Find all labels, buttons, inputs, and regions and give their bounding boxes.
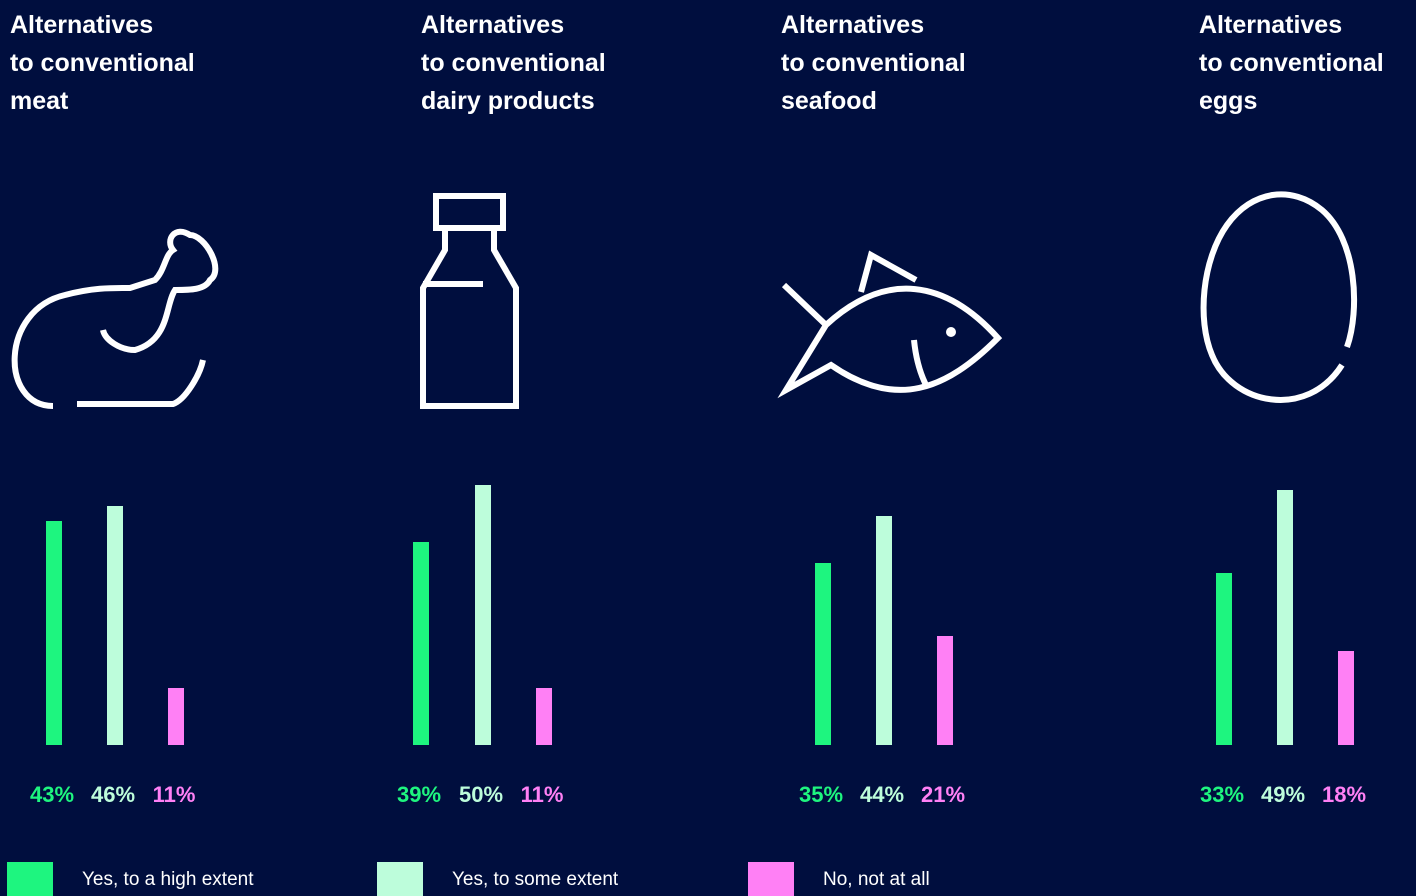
legend-label: Yes, to some extent: [452, 869, 619, 890]
legend-label: No, not at all: [823, 869, 930, 890]
chart-title: Alternatives to conventional meat: [10, 11, 195, 115]
value-label: 33%: [1199, 782, 1245, 807]
fish-icon: [777, 250, 1003, 399]
bar: [46, 521, 62, 745]
bar: [937, 635, 953, 745]
bar: [168, 687, 184, 745]
legend-swatch: [748, 862, 794, 896]
bar: [1338, 651, 1354, 745]
legend-swatch: [7, 862, 53, 896]
legend-label: Yes, to a high extent: [82, 869, 254, 890]
bar: [413, 542, 429, 745]
chart-title: Alternatives to conventional dairy produ…: [421, 11, 606, 115]
value-label: 11%: [152, 782, 196, 807]
bar: [107, 505, 123, 745]
bar: [1216, 573, 1232, 745]
bar: [536, 687, 552, 745]
bar: [815, 563, 831, 745]
value-label: 43%: [29, 782, 75, 807]
value-label: 18%: [1321, 782, 1367, 807]
value-label: 35%: [798, 782, 844, 807]
value-label: 21%: [920, 782, 966, 807]
value-label: 11%: [520, 782, 564, 807]
chart-title: Alternatives to conventional seafood: [781, 11, 966, 115]
bar: [475, 485, 491, 745]
bar: [1277, 490, 1293, 745]
value-label: 49%: [1260, 782, 1306, 807]
value-label: 44%: [859, 782, 905, 807]
egg-icon: [1200, 191, 1357, 403]
value-label: 50%: [458, 782, 504, 807]
milk-icon: [420, 193, 519, 409]
value-label: 46%: [90, 782, 136, 807]
meat-icon: [11, 228, 219, 409]
bar: [876, 516, 892, 745]
value-label: 39%: [396, 782, 442, 807]
legend-swatch: [377, 862, 423, 896]
chart-title: Alternatives to conventional eggs: [1199, 11, 1384, 115]
